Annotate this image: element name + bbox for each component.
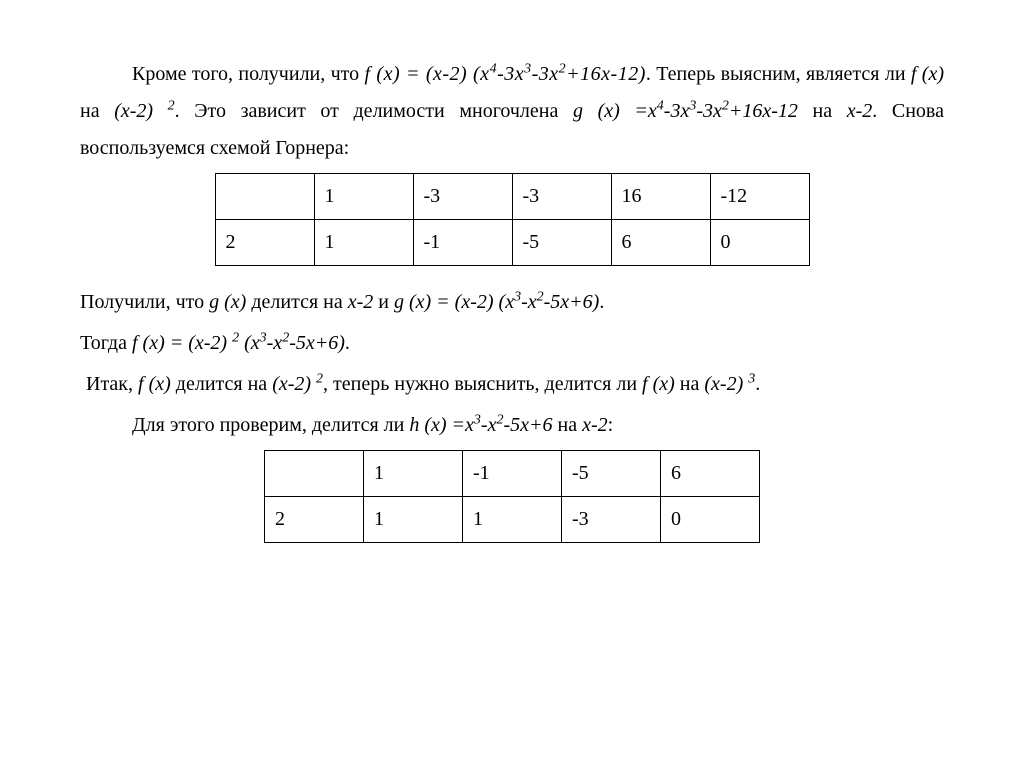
cell: 16 xyxy=(611,174,710,220)
sup-3: 3 xyxy=(524,61,532,76)
p1-sq: 2 xyxy=(168,98,175,113)
table-row: 1 -1 -5 6 xyxy=(265,451,760,497)
cell: 2 xyxy=(215,220,314,266)
horner-table-1: 1 -3 -3 16 -12 2 1 -1 -5 6 0 xyxy=(215,173,810,266)
p5-xm2: x-2 xyxy=(582,414,608,436)
horner-table-2: 1 -1 -5 6 2 1 1 -3 0 xyxy=(264,450,760,543)
cell: 2 xyxy=(265,497,364,543)
table-row: 1 -3 -3 16 -12 xyxy=(215,174,809,220)
p4-c: , теперь нужно выяснить, делится ли xyxy=(323,373,642,395)
p2-gx: g (x) xyxy=(209,291,246,313)
cell: -1 xyxy=(413,220,512,266)
p2-b: делится на xyxy=(246,291,347,313)
table-row: 2 1 -1 -5 6 0 xyxy=(215,220,809,266)
p1-d: на xyxy=(798,100,847,122)
p5-h: h (x) =x3-x2-5x+6 xyxy=(409,414,552,436)
p1-math: f (x) = (x-2) (x4-3x3-3x2+16x-12) xyxy=(365,63,646,85)
p2-dot: . xyxy=(599,291,604,313)
p1-gm3x2: -3x xyxy=(696,100,722,122)
p1-tail: +16x-12) xyxy=(566,63,646,85)
table-row: 2 1 1 -3 0 xyxy=(265,497,760,543)
cell: -5 xyxy=(512,220,611,266)
p3-s3: 3 xyxy=(260,330,267,345)
p2-s2: 2 xyxy=(537,289,544,304)
p1-f: f (x) = (x-2) (x xyxy=(365,63,490,85)
cell: 1 xyxy=(314,174,413,220)
p1-na: на xyxy=(80,100,114,122)
paragraph-4: Итак, f (x) делится на (x-2) 2, теперь н… xyxy=(86,366,944,403)
p2-xm2: x-2 xyxy=(348,291,374,313)
p3-rest: (x xyxy=(239,332,260,354)
p5-colon: : xyxy=(608,414,614,436)
cell: 6 xyxy=(611,220,710,266)
p3-f: f (x) = (x-2) 2 (x3-x2-5x+6) xyxy=(132,332,345,354)
p3-f-a: f (x) = (x-2) xyxy=(132,332,232,354)
p4-b: делится на xyxy=(171,373,272,395)
p4-d: на xyxy=(675,373,705,395)
p3-a: Тогда xyxy=(80,332,132,354)
p5-h-a: h (x) =x xyxy=(409,414,474,436)
cell: -5 xyxy=(562,451,661,497)
cell: 1 xyxy=(364,451,463,497)
cell: -12 xyxy=(710,174,809,220)
p1-text-b: . Теперь выясним, является ли xyxy=(646,63,911,85)
p4-fx2: f (x) xyxy=(642,373,675,395)
p4-xm2: (x-2) xyxy=(272,373,316,395)
p4-fx: f (x) xyxy=(138,373,171,395)
p4-xm2sq: (x-2) 2 xyxy=(272,373,323,395)
p4-sq: 2 xyxy=(316,371,323,386)
cell: -3 xyxy=(512,174,611,220)
p1-m3x2: -3x xyxy=(532,63,559,85)
p1-fx: f (x) xyxy=(911,63,944,85)
p1-xm2b: x-2 xyxy=(847,100,873,122)
cell: 0 xyxy=(661,497,760,543)
p2-geq-a: g (x) = (x-2) (x xyxy=(394,291,514,313)
p2-mx: -x xyxy=(521,291,537,313)
p2-tail: -5x+6) xyxy=(544,291,600,313)
p3-tail: -5x+6) xyxy=(289,332,345,354)
sup-4: 4 xyxy=(490,61,498,76)
paragraph-2: Получили, что g (x) делится на x-2 и g (… xyxy=(80,284,944,321)
p3-dot: . xyxy=(345,332,350,354)
cell: 6 xyxy=(661,451,760,497)
p1-text-c: . Это зависит от делимости многочлена xyxy=(175,100,573,122)
p1-text-a: Кроме того, получили, что xyxy=(132,63,365,85)
document-page: Кроме того, получили, что f (x) = (x-2) … xyxy=(0,0,1024,601)
p1-m3x: -3x xyxy=(497,63,524,85)
p5-mx: -x xyxy=(481,414,497,436)
cell: 1 xyxy=(463,497,562,543)
p3-mx: -x xyxy=(267,332,283,354)
p5-s3: 3 xyxy=(474,412,481,427)
p1-gx: g (x) =x xyxy=(573,100,657,122)
cell: 1 xyxy=(314,220,413,266)
paragraph-5: Для этого проверим, делится ли h (x) =x3… xyxy=(80,407,944,444)
p1-gm3x: -3x xyxy=(664,100,690,122)
cell: -1 xyxy=(463,451,562,497)
p5-b: на xyxy=(553,414,583,436)
paragraph-1: Кроме того, получили, что f (x) = (x-2) … xyxy=(80,56,944,167)
p2-a: Получили, что xyxy=(80,291,209,313)
p2-geq: g (x) = (x-2) (x3-x2-5x+6) xyxy=(394,291,599,313)
cell xyxy=(265,451,364,497)
cell: 1 xyxy=(364,497,463,543)
p4-xm2cube: (x-2) 3 xyxy=(704,373,755,395)
p5-tail: -5x+6 xyxy=(503,414,552,436)
p4-a: Итак, xyxy=(86,373,138,395)
p1-g2: 2 xyxy=(722,98,729,113)
paragraph-3: Тогда f (x) = (x-2) 2 (x3-x2-5x+6). xyxy=(80,325,944,362)
p2-c: и xyxy=(373,291,394,313)
cell: 0 xyxy=(710,220,809,266)
p5-a: Для этого проверим, делится ли xyxy=(132,414,409,436)
cell xyxy=(215,174,314,220)
cell: -3 xyxy=(562,497,661,543)
p1-xm2: (x-2) xyxy=(114,100,167,122)
p1-gx-expr: g (x) =x4-3x3-3x2+16x-12 xyxy=(573,100,798,122)
p4-xm2b: (x-2) xyxy=(704,373,748,395)
p1-xm2-sq: (x-2) 2 xyxy=(114,100,174,122)
cell: -3 xyxy=(413,174,512,220)
p1-gtail: +16x-12 xyxy=(729,100,798,122)
p1-g4: 4 xyxy=(657,98,664,113)
p4-dot: . xyxy=(755,373,760,395)
